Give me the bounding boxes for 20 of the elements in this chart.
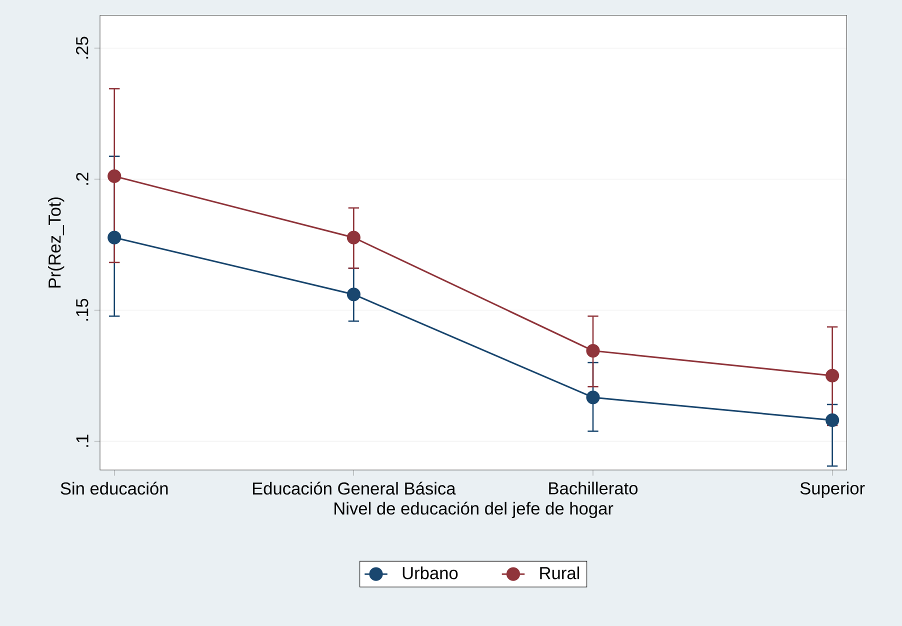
point: [108, 230, 122, 244]
y-tick-label: .25: [76, 36, 88, 59]
x-tick-label: Superior: [800, 482, 865, 498]
legend-label: Rural: [540, 566, 580, 580]
y-axis-title: Pr(Rez_Tot): [48, 197, 64, 288]
point: [826, 413, 840, 428]
y-tick-label: .1: [76, 434, 88, 447]
x-tick-label: Educación General Básica: [252, 482, 456, 495]
legend-label: Urbano: [402, 566, 458, 580]
point: [108, 169, 122, 184]
point: [586, 390, 600, 404]
point: [826, 368, 840, 382]
x-tick-label: Sin educación: [60, 482, 168, 495]
y-tick-label: .15: [76, 298, 88, 321]
point: [346, 288, 360, 302]
y-tick-label: .2: [76, 172, 88, 185]
point: [586, 344, 600, 358]
x-axis-title: Nivel de educación del jefe de hogar: [334, 502, 614, 518]
point: [346, 230, 360, 244]
x-tick-label: Bachillerato: [549, 482, 638, 494]
